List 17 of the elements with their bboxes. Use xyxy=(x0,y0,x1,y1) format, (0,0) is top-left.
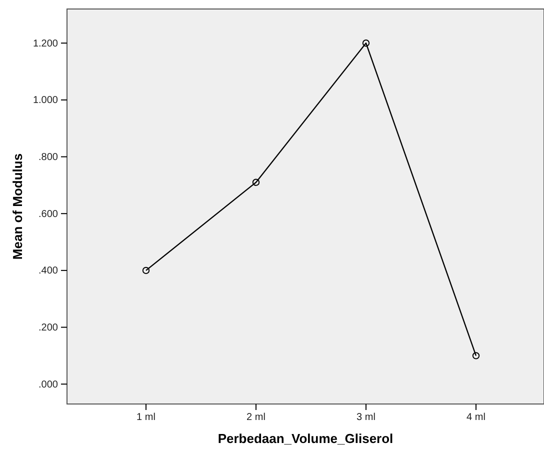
y-axis-title: Mean of Modulus xyxy=(10,153,25,260)
x-tick-label: 1 ml xyxy=(136,412,156,424)
x-tick-label: 3 ml xyxy=(356,412,376,424)
y-tick-label: .400 xyxy=(38,266,58,277)
y-tick-label: 1.200 xyxy=(32,38,58,50)
point xyxy=(252,178,260,186)
point xyxy=(362,40,370,47)
y-tick-label: .600 xyxy=(38,208,58,220)
x-axis-title: Perbedaan_Volume_Gliserol xyxy=(218,431,394,446)
x-tick-label: 2 ml xyxy=(246,412,266,424)
y-tick-label: .200 xyxy=(38,322,58,334)
point xyxy=(142,266,150,274)
point xyxy=(472,352,480,360)
x-tick-label: 4 ml xyxy=(466,412,486,424)
y-tick-label: .000 xyxy=(38,379,58,390)
y-tick-label: 1.000 xyxy=(32,95,58,106)
y-tick-label: .800 xyxy=(38,152,58,163)
